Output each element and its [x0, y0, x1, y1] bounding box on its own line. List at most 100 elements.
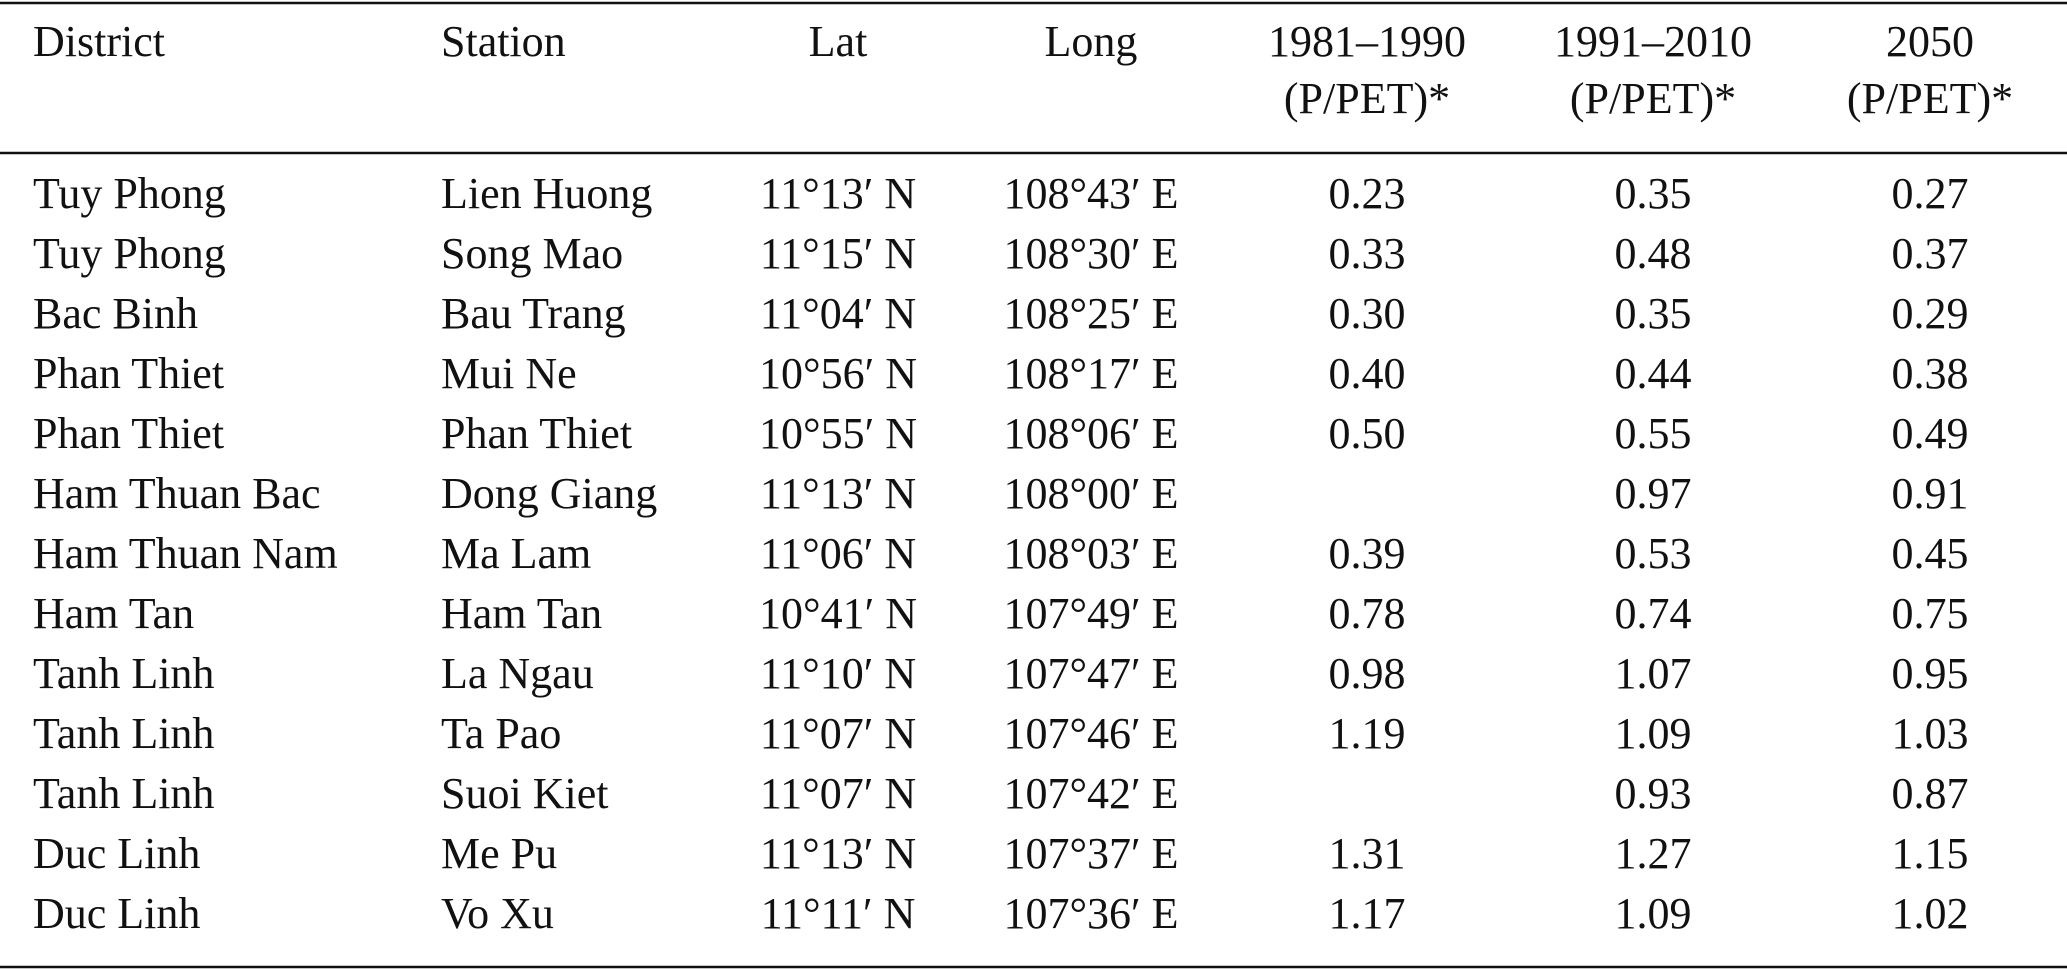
table-cell: 0.49: [1892, 409, 1969, 458]
header-cell: (P/PET)*: [1284, 74, 1450, 123]
table-cell: Ham Thuan Bac: [33, 469, 321, 518]
table-cell: 0.44: [1615, 349, 1692, 398]
table-cell: 11°07′ N: [760, 769, 916, 818]
table-cell: Bac Binh: [33, 289, 198, 338]
table-cell: Ham Tan: [441, 589, 602, 638]
table-cell: 0.74: [1615, 589, 1692, 638]
table-cell: 0.55: [1615, 409, 1692, 458]
table-cell: 11°10′ N: [760, 649, 916, 698]
table-cell: Tanh Linh: [33, 649, 214, 698]
table-cell: 0.40: [1329, 349, 1406, 398]
table-cell: Dong Giang: [441, 469, 657, 518]
table-cell: Mui Ne: [441, 349, 577, 398]
table-cell: Phan Thiet: [33, 349, 224, 398]
table-cell: 0.87: [1892, 769, 1969, 818]
header-cell: 1991–2010: [1554, 17, 1752, 66]
table-cell: 0.95: [1892, 649, 1969, 698]
table-cell: 1.02: [1892, 889, 1969, 938]
table-cell: 1.31: [1329, 829, 1406, 878]
table-cell: Vo Xu: [441, 889, 554, 938]
table-cell: 0.91: [1892, 469, 1969, 518]
table-cell: 0.98: [1329, 649, 1406, 698]
table-cell: 11°06′ N: [760, 529, 916, 578]
table-cell: 0.37: [1892, 229, 1969, 278]
table-cell: 107°37′ E: [1003, 829, 1178, 878]
header-cell: Long: [1045, 17, 1138, 66]
table-cell: 0.48: [1615, 229, 1692, 278]
table-cell: Duc Linh: [33, 889, 200, 938]
header-cell: (P/PET)*: [1570, 74, 1736, 123]
table-cell: 10°41′ N: [759, 589, 917, 638]
table-cell: Lien Huong: [441, 169, 652, 218]
header-cell: Lat: [809, 17, 868, 66]
table-cell: 108°30′ E: [1003, 229, 1178, 278]
table-cell: Tuy Phong: [33, 169, 226, 218]
table-cell: Me Pu: [441, 829, 557, 878]
table-cell: Ham Thuan Nam: [33, 529, 338, 578]
header-cell: District: [33, 17, 165, 66]
table-cell: 11°11′ N: [761, 889, 916, 938]
table-cell: Ta Pao: [441, 709, 561, 758]
table-cell: 108°03′ E: [1003, 529, 1178, 578]
table-cell: Tanh Linh: [33, 769, 214, 818]
table-cell: Ham Tan: [33, 589, 194, 638]
header-cell: (P/PET)*: [1847, 74, 2013, 123]
table-cell: 0.33: [1329, 229, 1406, 278]
table-cell: 108°25′ E: [1003, 289, 1178, 338]
table-cell: 107°36′ E: [1003, 889, 1178, 938]
header-cell: 1981–1990: [1268, 17, 1466, 66]
table-cell: 1.07: [1615, 649, 1692, 698]
table-cell: 1.09: [1615, 889, 1692, 938]
table-cell: 0.78: [1329, 589, 1406, 638]
table-cell: 0.30: [1329, 289, 1406, 338]
table-cell: Duc Linh: [33, 829, 200, 878]
table-cell: 108°06′ E: [1003, 409, 1178, 458]
table-cell: 0.35: [1615, 289, 1692, 338]
table-cell: 1.27: [1615, 829, 1692, 878]
table-cell: La Ngau: [441, 649, 594, 698]
table-cell: 11°04′ N: [760, 289, 916, 338]
table-cell: 11°15′ N: [760, 229, 916, 278]
table-cell: 11°13′ N: [760, 169, 916, 218]
table-cell: 10°55′ N: [759, 409, 917, 458]
table-cell: Ma Lam: [441, 529, 591, 578]
table-cell: Phan Thiet: [33, 409, 224, 458]
table-cell: 0.45: [1892, 529, 1969, 578]
table-cell: 107°42′ E: [1003, 769, 1178, 818]
table-cell: Phan Thiet: [441, 409, 632, 458]
table-cell: 0.29: [1892, 289, 1969, 338]
table-cell: 0.93: [1615, 769, 1692, 818]
table-cell: 1.17: [1329, 889, 1406, 938]
table-cell: 0.75: [1892, 589, 1969, 638]
table-cell: 0.50: [1329, 409, 1406, 458]
table-cell: 108°43′ E: [1003, 169, 1178, 218]
table-cell: 107°46′ E: [1003, 709, 1178, 758]
table-cell: Suoi Kiet: [441, 769, 608, 818]
header-cell: 2050: [1886, 17, 1974, 66]
table-cell: 107°49′ E: [1003, 589, 1178, 638]
table-cell: 108°17′ E: [1003, 349, 1178, 398]
table-cell: 1.15: [1892, 829, 1969, 878]
table-cell: 10°56′ N: [759, 349, 917, 398]
table-cell: 0.53: [1615, 529, 1692, 578]
table-cell: 11°13′ N: [760, 469, 916, 518]
table-cell: 0.23: [1329, 169, 1406, 218]
table-cell: 1.09: [1615, 709, 1692, 758]
table-cell: Tanh Linh: [33, 709, 214, 758]
table-cell: 0.35: [1615, 169, 1692, 218]
table-cell: 0.38: [1892, 349, 1969, 398]
table-cell: 11°13′ N: [760, 829, 916, 878]
header-cell: Station: [441, 17, 566, 66]
table-cell: 0.27: [1892, 169, 1969, 218]
table-cell: 107°47′ E: [1003, 649, 1178, 698]
table-cell: Tuy Phong: [33, 229, 226, 278]
table-cell: 1.19: [1329, 709, 1406, 758]
table-cell: 0.97: [1615, 469, 1692, 518]
table-cell: 0.39: [1329, 529, 1406, 578]
table-cell: Song Mao: [441, 229, 623, 278]
table-cell: 108°00′ E: [1003, 469, 1178, 518]
table-cell: 1.03: [1892, 709, 1969, 758]
table-cell: Bau Trang: [441, 289, 626, 338]
table-cell: 11°07′ N: [760, 709, 916, 758]
